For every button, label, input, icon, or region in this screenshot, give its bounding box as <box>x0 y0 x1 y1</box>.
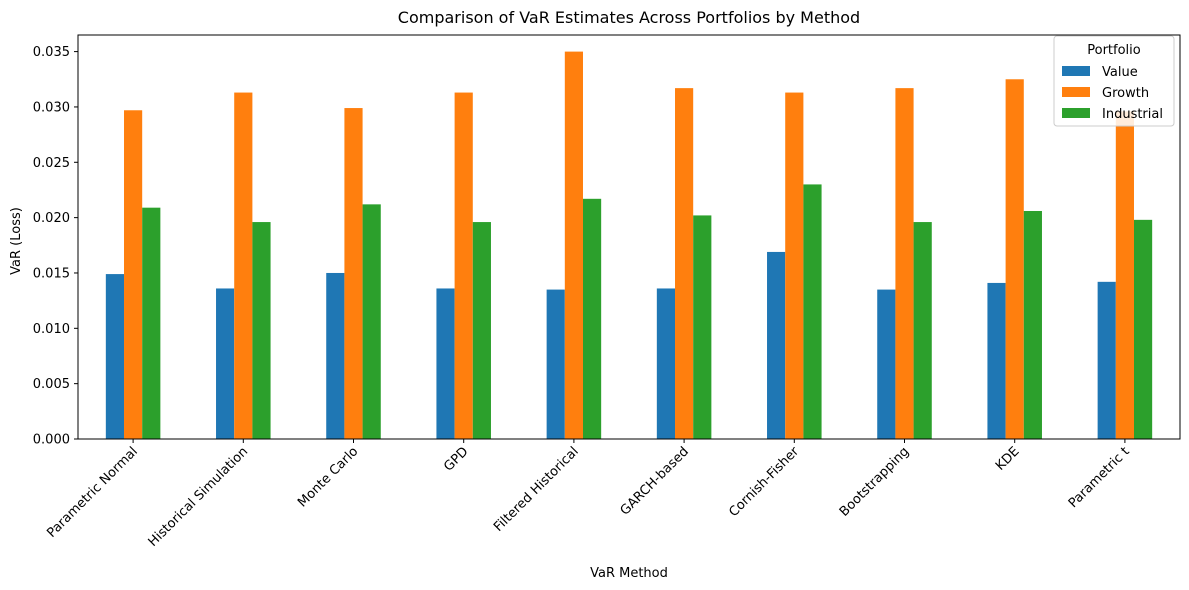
x-tick-label: GPD <box>441 444 471 474</box>
bar-growth-6 <box>785 92 804 439</box>
x-tick-label: Filtered Historical <box>491 444 582 535</box>
legend-swatch-industrial <box>1062 108 1090 118</box>
bar-industrial-9 <box>1133 219 1153 439</box>
bar-growth-4 <box>564 51 583 439</box>
bar-growth-8 <box>1005 79 1024 440</box>
bar-industrial-6 <box>803 184 822 439</box>
bar-industrial-1 <box>252 222 271 439</box>
legend-swatch-growth <box>1062 87 1090 97</box>
bar-value-7 <box>877 289 896 439</box>
bar-industrial-7 <box>913 222 932 439</box>
y-tick-label: 0.015 <box>33 266 70 281</box>
plot-frame <box>77 34 1181 440</box>
bar-value-1 <box>216 288 235 439</box>
legend-label-growth: Growth <box>1102 86 1149 101</box>
bar-value-0 <box>105 274 125 439</box>
bar-value-2 <box>326 272 345 439</box>
legend-label-value: Value <box>1102 65 1138 80</box>
y-tick-label: 0.005 <box>33 377 70 392</box>
bar-growth-5 <box>675 88 694 439</box>
x-tick-label: Parametric t <box>1066 444 1133 511</box>
bar-industrial-4 <box>582 198 602 439</box>
bar-industrial-3 <box>472 222 491 439</box>
bar-industrial-2 <box>362 204 381 439</box>
y-tick-label: 0.025 <box>33 156 70 171</box>
bar-growth-2 <box>344 108 363 440</box>
legend: Portfolio Value Growth Industrial <box>1053 35 1175 127</box>
x-tick-label: KDE <box>993 444 1023 474</box>
x-tick-label: Parametric Normal <box>44 444 141 541</box>
chart-title: Comparison of VaR Estimates Across Portf… <box>398 8 860 27</box>
x-tick-label: GARCH-based <box>618 444 692 518</box>
y-axis-label: VaR (Loss) <box>9 207 24 275</box>
legend-label-industrial: Industrial <box>1102 107 1163 122</box>
y-tick-label: 0.035 <box>33 45 70 60</box>
bar-growth-7 <box>895 88 914 439</box>
bar-growth-9 <box>1115 111 1134 440</box>
bar-value-6 <box>767 251 786 439</box>
bar-value-8 <box>987 282 1006 439</box>
legend-title: Portfolio <box>1087 43 1141 58</box>
bar-value-4 <box>546 289 565 439</box>
bar-value-3 <box>436 288 455 439</box>
x-tick-label: Bootstrapping <box>837 444 912 519</box>
bar-industrial-5 <box>693 215 712 439</box>
y-tick-label: 0.010 <box>33 322 70 337</box>
bar-industrial-0 <box>142 207 161 439</box>
bar-growth-0 <box>124 110 143 440</box>
bar-value-5 <box>656 288 676 439</box>
bar-growth-3 <box>454 92 473 439</box>
y-tick-label: 0.000 <box>33 433 70 448</box>
bar-value-9 <box>1097 281 1116 439</box>
x-tick-label: Historical Simulation <box>146 444 252 550</box>
legend-box <box>1053 35 1175 127</box>
bar-industrial-8 <box>1023 210 1042 439</box>
y-tick-label: 0.030 <box>33 100 70 115</box>
x-axis-label: VaR Method <box>590 566 668 581</box>
legend-swatch-value <box>1062 66 1090 76</box>
y-tick-label: 0.020 <box>33 211 70 226</box>
bar-growth-1 <box>234 92 253 439</box>
x-tick-label: Cornish-Fisher <box>726 444 802 520</box>
plot-area: 0.000 0.005 0.010 0.015 0.020 0.025 0.030 0.035… <box>33 34 1181 550</box>
x-tick-label: Monte Carlo <box>295 444 361 510</box>
